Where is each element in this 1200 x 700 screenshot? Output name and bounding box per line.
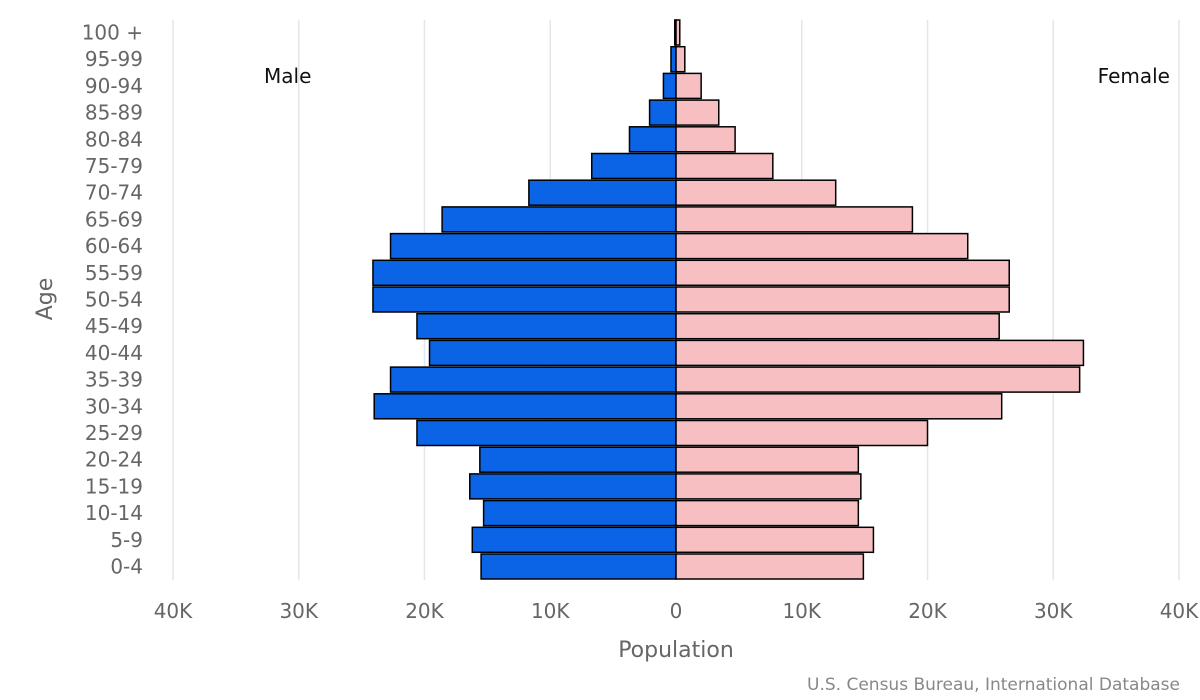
source-credit: U.S. Census Bureau, International Databa… bbox=[807, 675, 1180, 695]
male-bar-60-to-64 bbox=[389, 232, 677, 260]
y-tick-label: 75-79 bbox=[85, 154, 143, 178]
female-bar-90-to-94 bbox=[675, 72, 702, 100]
y-tick-label: 95-99 bbox=[85, 47, 143, 71]
male-bar-25-to-29 bbox=[416, 419, 677, 447]
y-tick-label: 5-9 bbox=[110, 528, 143, 552]
female-bar-60-to-64 bbox=[675, 232, 969, 260]
x-tick-label: 10K bbox=[531, 599, 570, 623]
male-bar-10-to-14 bbox=[482, 499, 677, 527]
x-tick-label: 30K bbox=[1034, 599, 1073, 623]
y-tick-label: 30-34 bbox=[85, 394, 143, 418]
male-bar-70-to-74 bbox=[528, 179, 677, 206]
male-bar-50-to-54 bbox=[372, 286, 677, 313]
male-bar-65-to-69 bbox=[441, 206, 677, 233]
x-tick-label: 10K bbox=[782, 599, 821, 623]
female-bar-0-to-4 bbox=[675, 553, 865, 580]
female-bar-65-to-69 bbox=[675, 206, 914, 233]
female-bar-25-to-29 bbox=[675, 419, 929, 447]
male-bar-95-to-99 bbox=[670, 45, 677, 73]
y-tick-label: 50-54 bbox=[85, 288, 143, 312]
y-tick-label: 10-14 bbox=[85, 501, 143, 525]
male-bar-15-to-19 bbox=[469, 473, 677, 500]
y-tick-label: 60-64 bbox=[85, 234, 143, 258]
female-bar-15-to-19 bbox=[675, 473, 862, 500]
x-tick-label: 20K bbox=[405, 599, 444, 623]
y-axis-title: Age bbox=[33, 278, 58, 321]
female-bar-95-to-99 bbox=[675, 45, 686, 73]
female-bar-35-to-39 bbox=[675, 366, 1081, 393]
male-bar-35-to-39 bbox=[389, 366, 677, 393]
y-tick-label: 20-24 bbox=[85, 448, 143, 472]
female-bar-85-to-89 bbox=[675, 99, 720, 126]
female-bar-80-to-84 bbox=[675, 126, 736, 153]
y-tick-label: 80-84 bbox=[85, 127, 143, 151]
male-bar-30-to-34 bbox=[373, 393, 677, 420]
male-label: Male bbox=[264, 64, 311, 88]
female-bar-50-to-54 bbox=[675, 286, 1010, 313]
female-bar-10-to-14 bbox=[675, 499, 860, 527]
y-tick-label: 85-89 bbox=[85, 101, 143, 125]
female-bar-30-to-34 bbox=[675, 393, 1003, 420]
male-bar-40-to-44 bbox=[428, 339, 677, 367]
male-bar-45-to-49 bbox=[416, 312, 677, 340]
male-bar-5-to-9 bbox=[471, 526, 677, 554]
x-tick-label: 40K bbox=[154, 599, 193, 623]
female-bar-70-to-74 bbox=[675, 179, 837, 206]
x-axis-title: Population bbox=[618, 638, 734, 663]
x-tick-label: 20K bbox=[908, 599, 947, 623]
x-tick-label: 40K bbox=[1160, 599, 1199, 623]
female-bar-75-to-79 bbox=[675, 152, 774, 180]
y-tick-label: 0-4 bbox=[110, 555, 143, 579]
female-bar-55-to-59 bbox=[675, 259, 1010, 287]
x-tick-label: 30K bbox=[279, 599, 318, 623]
y-tick-label: 65-69 bbox=[85, 207, 143, 231]
male-bar-90-to-94 bbox=[662, 72, 677, 100]
female-bar-40-to-44 bbox=[675, 339, 1085, 367]
male-bar-75-to-79 bbox=[590, 152, 677, 180]
y-tick-label: 45-49 bbox=[85, 314, 143, 338]
male-bar-80-to-84 bbox=[628, 126, 677, 153]
male-bar-20-to-24 bbox=[479, 446, 677, 473]
female-label: Female bbox=[1098, 64, 1170, 88]
female-bar-45-to-49 bbox=[675, 312, 1000, 340]
y-tick-label: 70-74 bbox=[85, 181, 143, 205]
y-tick-label: 35-39 bbox=[85, 368, 143, 392]
female-bar-20-to-24 bbox=[675, 446, 860, 473]
y-tick-label: 90-94 bbox=[85, 74, 143, 98]
male-bar-85-to-89 bbox=[648, 99, 677, 126]
x-axis-ticks: 40K 30K 20K 10K 0 10K 20K 30K 40K bbox=[154, 599, 1199, 623]
bars bbox=[372, 19, 1085, 580]
male-bar-55-to-59 bbox=[372, 259, 677, 287]
y-tick-label: 25-29 bbox=[85, 421, 143, 445]
female-bar-5-to-9 bbox=[675, 526, 875, 554]
female-bar-100 bbox=[675, 19, 681, 46]
male-bar-0-to-4 bbox=[480, 553, 677, 580]
y-tick-label: 100 + bbox=[82, 21, 143, 45]
y-tick-label: 40-44 bbox=[85, 341, 143, 365]
y-tick-label: 55-59 bbox=[85, 261, 143, 285]
y-tick-label: 15-19 bbox=[85, 474, 143, 498]
x-tick-label: 0 bbox=[670, 599, 683, 623]
